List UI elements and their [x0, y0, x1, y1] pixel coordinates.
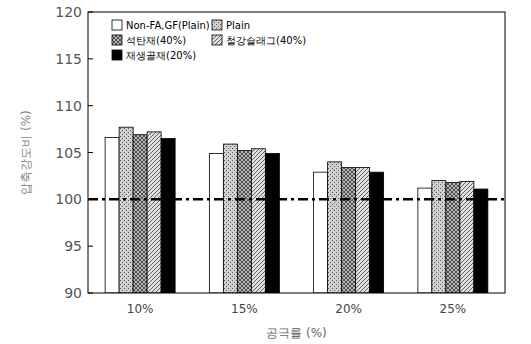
y-tick: [88, 12, 93, 13]
legend-label: Non-FA,GF(Plain): [126, 20, 210, 31]
y-tick-label: 100: [55, 191, 82, 207]
y-tick: [88, 58, 93, 59]
chart-svg: 90 95 100 105 110 115 120 10% 15% 20% 25% 공극률 (%) 압축…: [0, 0, 531, 344]
bar: [119, 127, 133, 293]
y-tick-label: 110: [55, 98, 82, 114]
legend-label: 재생골재(20%): [126, 50, 196, 61]
bar: [432, 181, 446, 293]
legend-swatch: [112, 20, 122, 30]
legend-swatch: [212, 35, 222, 45]
y-tick: [88, 105, 93, 106]
y-tick: [88, 199, 93, 200]
y-tick-label: 105: [55, 145, 82, 161]
y-tick: [88, 293, 93, 294]
y-tick-label: 120: [55, 4, 82, 20]
x-tick-label: 20%: [335, 302, 362, 316]
y-tick: [88, 152, 93, 153]
bar: [328, 162, 342, 293]
x-tick-label: 15%: [231, 302, 258, 316]
plot-frame: [88, 12, 505, 293]
x-axis-title: 공극률 (%): [266, 326, 327, 340]
bar: [356, 167, 370, 293]
bar: [161, 138, 175, 293]
bar: [251, 149, 265, 293]
y-tick-label: 90: [64, 285, 82, 301]
legend-label: Plain: [226, 20, 250, 31]
y-tick-label: 95: [64, 238, 82, 254]
reference-line: [88, 198, 505, 201]
bar: [265, 153, 279, 293]
x-tick-label: 10%: [127, 302, 154, 316]
x-tick-label: 25%: [440, 302, 467, 316]
y-axis-title: 압축강도비 (%): [19, 110, 33, 195]
legend-swatch: [212, 20, 222, 30]
bar: [209, 153, 223, 293]
bar: [105, 138, 119, 293]
bars: [105, 127, 488, 293]
y-tick: [88, 246, 93, 247]
bar: [133, 135, 147, 293]
bar: [237, 151, 251, 293]
legend-swatch: [112, 50, 122, 60]
chart-root: 90 95 100 105 110 115 120 10% 15% 20% 25% 공극률 (%) 압축…: [0, 0, 531, 344]
bar: [418, 188, 432, 293]
bar: [147, 132, 161, 293]
legend-label: 석탄재(40%): [126, 35, 186, 46]
bar: [370, 172, 384, 293]
bar: [314, 172, 328, 293]
bar: [474, 189, 488, 293]
y-tick-label: 115: [55, 51, 82, 67]
bar: [223, 144, 237, 293]
legend: Non-FA,GF(Plain) Plain 석탄재(40%) 철강슬래그(40%) 재…: [112, 20, 306, 61]
legend-swatch: [112, 35, 122, 45]
legend-label: 철강슬래그(40%): [226, 35, 306, 46]
bar: [342, 167, 356, 293]
